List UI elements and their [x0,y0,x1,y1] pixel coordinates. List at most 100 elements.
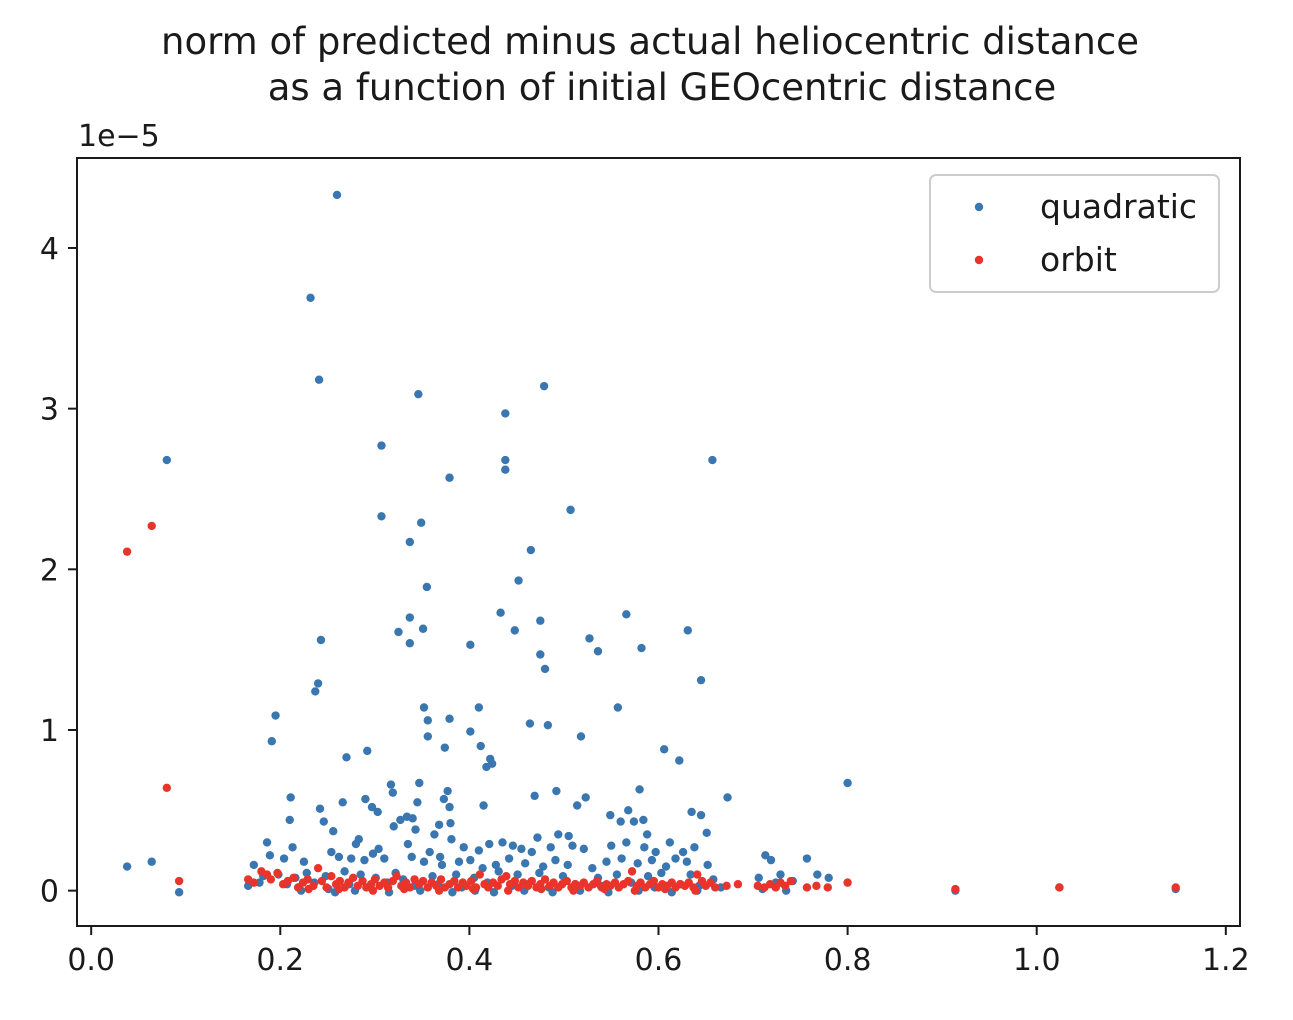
y-axis-offset-label: 1e−5 [78,119,160,154]
orbit-point [304,884,313,894]
quadratic-point [633,859,642,868]
orbit-point [540,875,550,884]
orbit-point [334,884,344,894]
quadratic-point [602,857,611,866]
orbit-point [812,881,821,891]
quadratic-point [754,873,763,882]
orbit-point [162,783,172,793]
quadratic-point [520,859,530,868]
quadratic-point [405,537,415,547]
axis-ticks: 0.0 0.2 0.4 0.6 0.8 1.0 1.2 0 1 2 3 4 [40,232,1250,978]
quadratic-point [675,756,684,765]
quadratic-point [554,830,563,839]
quadratic-point [419,857,429,866]
quadratic-point [478,863,487,873]
orbit-point [693,870,702,879]
orbit-point [313,863,323,873]
quadratic-point [313,679,323,688]
orbit-point [434,886,444,895]
quadratic-point [530,791,539,801]
orbit-point [392,871,401,881]
quadratic-point [361,794,370,804]
quadratic-point [288,843,297,852]
orbit-point [289,873,298,882]
orbit-point [122,547,132,556]
quadratic-point [451,870,461,879]
quadratic-point [338,798,347,807]
quadratic-point [423,732,432,741]
quadratic-point [776,870,785,879]
quadratic-point [491,860,501,870]
quadratic-point [286,793,295,802]
quadratic-point [368,849,378,858]
quadratic-point [447,835,456,844]
quadratic-point [428,871,437,881]
quadratic-point [314,375,324,384]
quadratic-point [347,854,356,863]
quadratic-point [593,647,603,656]
orbit-point [781,881,790,891]
orbit-point [951,884,960,894]
quadratic-point [629,817,639,826]
orbit-point [1055,883,1064,892]
orbit-point [733,880,743,889]
quadratic-point [612,870,622,879]
data-points [122,190,1180,897]
quadratic-point [466,640,475,650]
orbit-point [493,881,502,891]
quadratic-point [422,582,432,592]
quadratic-point [588,863,597,873]
quadratic-point [640,843,649,852]
quadratic-point [380,854,389,863]
orbit-point [147,521,156,531]
quadratic-point [548,888,557,897]
quadratic-point [302,868,311,878]
quadratic-point [525,719,535,728]
orbit-point [335,876,345,886]
quadratic-point [439,794,449,804]
quadratic-point [508,841,518,850]
y-tick-label: 2 [40,553,59,588]
quadratic-point [687,807,696,817]
x-tick-label: 0.4 [446,943,494,978]
orbit-point [510,876,519,886]
quadratic-point [535,868,544,878]
orbit-point [503,886,513,895]
quadratic-point [423,716,432,725]
orbit-point [249,878,259,887]
quadratic-point [637,643,646,653]
quadratic-point [703,860,712,870]
quadratic-point [639,815,648,825]
quadratic-point [501,465,510,474]
quadratic-point [690,843,699,852]
quadratic-point [579,844,589,854]
quadratic-point [643,871,653,881]
y-tick-label: 1 [40,714,59,749]
quadratic-point [546,843,555,852]
quadratic-point [445,714,454,723]
quadratic-point [489,888,499,897]
quadratic-point [466,727,475,736]
legend-marker-orbit [974,255,984,265]
x-tick-label: 0.2 [256,943,304,978]
quadratic-point [415,778,424,788]
quadratic-point [360,855,369,865]
quadratic-point [474,703,484,712]
orbit-point [502,871,511,881]
orbit-point [592,876,602,886]
orbit-point [322,883,331,892]
quadratic-point [443,786,452,796]
quadratic-point [543,720,553,730]
quadratic-point [285,815,294,825]
quadratic-point [377,441,386,450]
quadratic-point [696,675,706,685]
orbit-point [475,870,484,879]
quadratic-point [568,841,577,850]
quadratic-point [174,888,184,897]
orbit-point [753,881,762,891]
orbit-series [122,521,1180,895]
orbit-point [627,867,637,876]
y-tick-label: 4 [40,232,59,267]
orbit-point [418,876,428,886]
